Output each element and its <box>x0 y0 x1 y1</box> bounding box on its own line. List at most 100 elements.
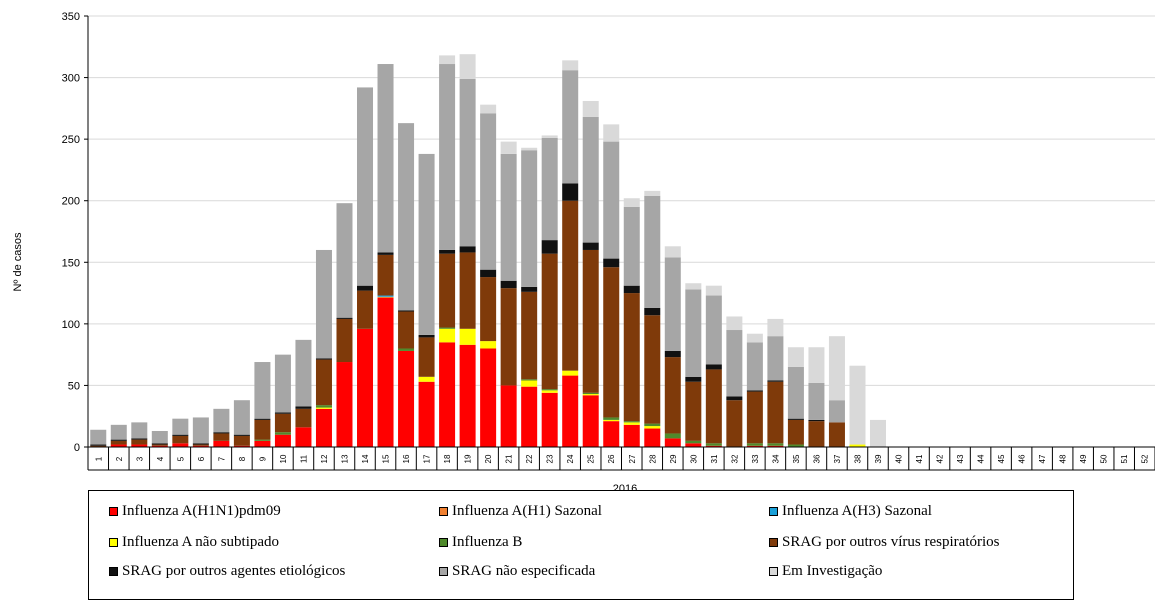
legend-label: Influenza A(H1) Sazonal <box>452 503 602 519</box>
bar-segment-week-26-series-3 <box>603 419 620 422</box>
x-tick-label-2: 2 <box>115 456 124 461</box>
legend-swatch <box>439 507 448 516</box>
bar-segment-week-18-series-5 <box>439 253 456 328</box>
bar-segment-week-6-series-0 <box>192 445 209 447</box>
bar-segment-week-22-series-5 <box>521 291 538 380</box>
bar-segment-week-10-series-7 <box>274 354 291 413</box>
bar-segment-week-38-series-3 <box>849 444 866 447</box>
bar-segment-week-21-series-8 <box>500 141 517 154</box>
bar-segment-week-9-series-6 <box>254 418 271 420</box>
x-tick-label-33: 33 <box>751 454 760 463</box>
bar-segment-week-18-series-7 <box>439 64 456 250</box>
legend-label: SRAG por outros vírus respiratórios <box>782 534 1000 550</box>
x-tick-label-15: 15 <box>382 454 391 463</box>
bar-segment-week-30-series-8 <box>685 283 702 290</box>
x-tick-label-9: 9 <box>258 456 267 461</box>
bar-segment-week-39-series-8 <box>869 419 886 447</box>
y-tick-label: 150 <box>62 257 80 269</box>
bar-segment-week-3-series-0 <box>131 444 148 447</box>
bar-segment-week-8-series-7 <box>233 400 250 435</box>
x-tick-label-8: 8 <box>238 456 247 461</box>
bar-segment-week-8-series-6 <box>233 434 250 436</box>
bar-segment-week-15-series-6 <box>377 252 394 255</box>
x-tick-label-10: 10 <box>279 454 288 463</box>
bar-segment-week-24-series-7 <box>562 70 579 184</box>
bar-segment-week-35-series-5 <box>787 419 804 445</box>
bar-segment-week-17-series-3 <box>418 376 435 382</box>
bar-segment-week-12-series-3 <box>315 407 332 409</box>
x-tick-label-48: 48 <box>1059 454 1068 463</box>
legend-swatch <box>769 507 778 516</box>
bar-segment-week-31-series-8 <box>705 285 722 296</box>
legend-item-1: Influenza A(H1) Sazonal <box>439 503 602 520</box>
bar-segment-week-19-series-0 <box>459 344 476 447</box>
legend-item-8: Em Investigação <box>769 563 882 580</box>
bar-segment-week-31-series-0 <box>705 445 722 447</box>
bar-segment-week-12-series-7 <box>315 249 332 359</box>
bar-segment-week-17-series-0 <box>418 381 435 447</box>
y-tick-label: 300 <box>62 73 80 85</box>
bar-segment-week-10-series-6 <box>274 412 291 414</box>
x-tick-label-12: 12 <box>320 454 329 463</box>
bar-segment-week-15-series-5 <box>377 254 394 296</box>
x-tick-label-6: 6 <box>197 456 206 461</box>
bar-segment-week-8-series-5 <box>233 435 250 446</box>
bar-segment-week-12-series-0 <box>315 408 332 447</box>
bar-segment-week-5-series-0 <box>172 443 189 447</box>
bar-segment-week-28-series-0 <box>644 428 661 447</box>
x-tick-label-44: 44 <box>977 454 986 463</box>
bar-segment-week-33-series-6 <box>746 390 763 392</box>
x-tick-label-18: 18 <box>443 454 452 463</box>
bar-segment-week-23-series-8 <box>541 135 558 138</box>
bar-segment-week-12-series-4 <box>315 405 332 408</box>
x-tick-label-25: 25 <box>587 454 596 463</box>
legend-label: Influenza A não subtipado <box>122 534 280 550</box>
y-tick-label: 100 <box>62 319 80 331</box>
bar-segment-week-5-series-6 <box>172 434 189 436</box>
legend-label: Influenza B <box>452 534 523 550</box>
bar-segment-week-19-series-3 <box>459 328 476 345</box>
x-tick-label-38: 38 <box>853 454 862 463</box>
x-tick-label-27: 27 <box>628 454 637 463</box>
y-tick-label: 200 <box>62 196 80 208</box>
bar-segment-week-36-series-6 <box>808 419 825 422</box>
x-tick-label-40: 40 <box>895 454 904 463</box>
bar-segment-week-18-series-6 <box>439 249 456 254</box>
bar-segment-week-30-series-7 <box>685 289 702 377</box>
bar-segment-week-13-series-0 <box>336 362 353 447</box>
legend-swatch <box>439 538 448 547</box>
bar-segment-week-35-series-6 <box>787 418 804 420</box>
bar-segment-week-23-series-0 <box>541 392 558 447</box>
bar-segment-week-30-series-5 <box>685 381 702 441</box>
bar-segment-week-24-series-5 <box>562 200 579 371</box>
y-tick-label: 0 <box>74 442 80 454</box>
bar-segment-week-18-series-8 <box>439 55 456 65</box>
bar-segment-week-18-series-4 <box>439 327 456 329</box>
bar-segment-week-15-series-7 <box>377 64 394 253</box>
legend-swatch <box>439 567 448 576</box>
bar-segment-week-24-series-6 <box>562 183 579 201</box>
gridlines <box>88 15 1155 386</box>
bar-segment-week-9-series-7 <box>254 362 271 419</box>
bar-segment-week-29-series-4 <box>664 433 681 439</box>
bar-segment-week-28-series-7 <box>644 195 661 308</box>
bar-segment-week-26-series-4 <box>603 417 620 420</box>
bar-segment-week-33-series-8 <box>746 333 763 343</box>
x-tick-label-5: 5 <box>176 456 185 461</box>
bar-segment-week-11-series-6 <box>295 406 312 409</box>
bar-segment-week-28-series-5 <box>644 315 661 424</box>
bar-segment-week-18-series-3 <box>439 328 456 343</box>
bar-segment-week-16-series-4 <box>398 348 415 351</box>
x-tick-label-37: 37 <box>833 454 842 463</box>
bar-segment-week-35-series-8 <box>787 347 804 367</box>
bar-segment-week-33-series-4 <box>746 443 763 446</box>
bar-segment-week-28-series-8 <box>644 190 661 196</box>
x-tick-label-42: 42 <box>936 454 945 463</box>
bar-segment-week-2-series-0 <box>110 444 127 447</box>
bar-segment-week-23-series-7 <box>541 137 558 241</box>
x-tick-label-23: 23 <box>546 454 555 463</box>
bar-segment-week-21-series-7 <box>500 153 517 281</box>
bar-segment-week-36-series-7 <box>808 382 825 420</box>
x-tick-label-1: 1 <box>94 456 103 461</box>
